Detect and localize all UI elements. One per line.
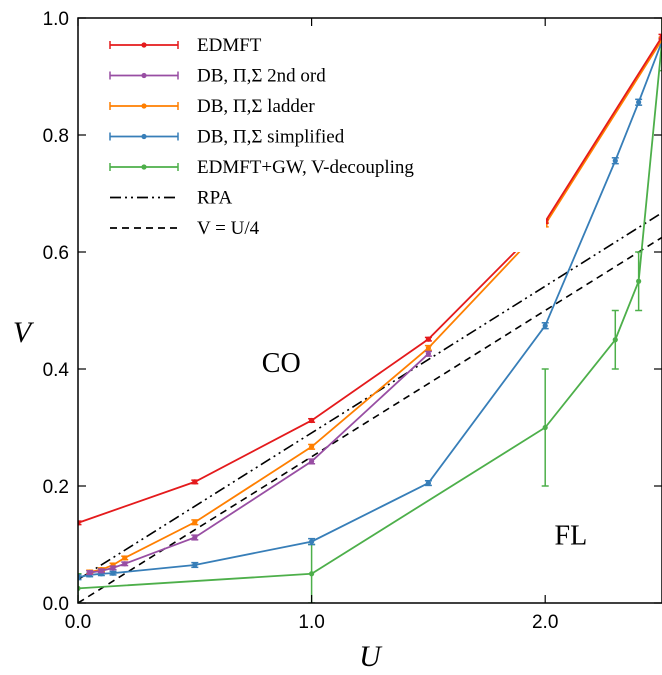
data-point: [309, 571, 315, 577]
data-point: [309, 417, 315, 424]
y-tick-label: 0.2: [43, 477, 69, 498]
data-point: [542, 323, 548, 329]
series-edmft: [78, 33, 662, 526]
region-label-fl: FL: [555, 521, 588, 552]
data-point: [309, 444, 315, 450]
y-tick-label: 1.0: [43, 9, 69, 30]
legend-box: [96, 26, 546, 252]
series-line: [78, 212, 662, 581]
y-tick-label: 0.4: [43, 360, 70, 381]
data-point: [122, 555, 128, 561]
legend-marker: [141, 133, 147, 140]
series-v-u-4: [78, 236, 662, 603]
legend-label: V = U/4: [197, 218, 260, 239]
legend-marker: [141, 164, 147, 170]
data-point: [87, 569, 93, 576]
legend-marker: [141, 42, 147, 48]
data-point: [425, 351, 431, 357]
legend-item-db-ladder: DB, Π,Σ ladder: [109, 96, 315, 117]
plot-frame: [77, 17, 662, 604]
legend-marker: [141, 103, 147, 109]
x-tick-label: 1.0: [298, 612, 324, 633]
legend-item-db-2nd-ord: DB, Π,Σ 2nd ord: [109, 66, 326, 87]
legend-item-db-simplified: DB, Π,Σ simplified: [109, 127, 345, 148]
y-tick-label: 0.6: [43, 243, 69, 264]
legend-item-v-u-4: V = U/4: [110, 218, 260, 239]
legend-label: EDMFT: [197, 35, 262, 56]
data-point: [309, 538, 315, 545]
x-axis-title: U: [359, 640, 383, 673]
series-line: [78, 41, 662, 590]
x-tick-label: 0.0: [65, 612, 91, 633]
x-tick-label: 2.0: [532, 612, 558, 633]
y-tick-label: 0.0: [43, 594, 69, 615]
data-point: [110, 570, 116, 576]
data-point: [612, 158, 618, 164]
region-label-co: CO: [262, 348, 301, 379]
data-point: [425, 345, 431, 351]
data-point: [425, 480, 431, 486]
data-point: [612, 337, 618, 343]
data-point: [636, 278, 642, 284]
data-point: [122, 561, 128, 567]
y-axis-title: V: [13, 316, 35, 349]
legend-item-edmft-gw-v-decoupling: EDMFT+GW, V-decoupling: [109, 157, 414, 178]
data-point: [98, 568, 104, 574]
legend-marker: [141, 72, 147, 79]
legend-item-edmft: EDMFT: [109, 35, 262, 56]
legend-label: EDMFT+GW, V-decoupling: [197, 157, 414, 178]
legend-label: RPA: [197, 188, 232, 209]
data-point: [192, 479, 198, 485]
data-point: [542, 424, 548, 431]
y-tick-label: 0.8: [43, 126, 69, 147]
data-point: [309, 458, 315, 465]
legend-label: DB, Π,Σ 2nd ord: [197, 66, 326, 87]
series-line: [78, 236, 662, 603]
data-point: [110, 565, 116, 571]
series-line: [78, 36, 662, 524]
series-db-2nd-ord: [86, 350, 432, 576]
series-line: [89, 353, 430, 574]
data-point: [636, 99, 642, 105]
legend-item-rpa: RPA: [110, 188, 232, 209]
data-point: [192, 562, 198, 568]
data-point: [425, 336, 431, 342]
legend-label: DB, Π,Σ simplified: [197, 127, 345, 148]
legend-label: DB, Π,Σ ladder: [197, 96, 315, 117]
data-point: [192, 534, 198, 541]
data-point: [192, 519, 198, 525]
series-rpa: [78, 212, 662, 581]
